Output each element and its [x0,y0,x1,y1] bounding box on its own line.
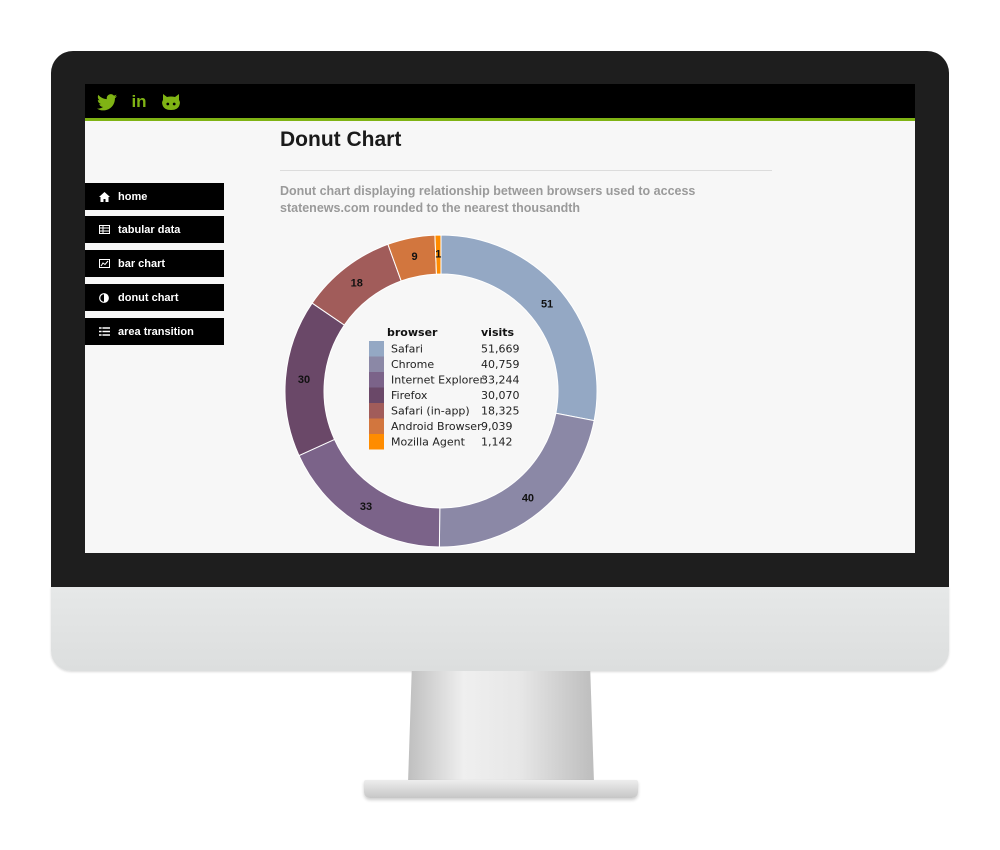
top-bar: in [85,84,915,121]
github-link[interactable] [160,91,182,113]
legend-header-browser: browser [387,326,438,339]
donut-slice[interactable] [434,234,442,275]
sidebar-item-tabular-data[interactable]: tabular data [85,216,224,243]
legend-visits-value: 51,669 [481,343,520,356]
legend-browser-name: Internet Explorer [391,374,484,387]
slice-value-label: 40 [522,493,534,505]
table-icon [98,224,110,236]
legend-swatch [369,341,384,357]
slice-value-label: 9 [412,251,418,263]
legend-visits-value: 18,325 [481,405,520,418]
slice-value-label: 18 [351,277,363,289]
slice-value-label: 51 [541,298,553,310]
list-icon [98,326,110,338]
legend-visits-value: 30,070 [481,389,520,402]
legend-swatch [369,418,384,434]
github-octocat-icon [162,94,180,110]
legend-browser-name: Firefox [391,389,428,402]
donut-slice[interactable] [438,412,595,548]
screen: in home tabular data bar chart d [85,84,915,553]
legend-visits-value: 1,142 [481,436,513,449]
page-title: Donut Chart [280,128,402,151]
sidebar-item-donut-chart[interactable]: donut chart [85,284,224,311]
slice-value-label: 1 [435,249,441,261]
donut-slice-labels: 51 40 33 30 18 9 1 [298,249,553,514]
sidebar-item-bar-chart[interactable]: bar chart [85,250,224,277]
legend-swatch [369,434,384,450]
donut-chart: 51 40 33 30 18 9 1 browser visits Safari 51,669 Ch… [284,234,598,548]
monitor-chin [51,587,949,671]
sidebar-item-label: donut chart [118,291,179,304]
legend-swatch [369,356,384,372]
twitter-bird-icon [97,93,117,110]
monitor-stand [408,671,594,783]
slice-value-label: 33 [360,501,372,513]
legend-browser-name: Safari [391,343,423,356]
legend-visits-value: 9,039 [481,420,513,433]
sidebar-item-home[interactable]: home [85,183,224,210]
legend-browser-name: Android Browser [391,420,482,433]
legend-header-visits: visits [481,326,515,339]
monitor-stand-base [364,780,638,798]
legend-swatch [369,387,384,403]
sidebar-item-label: area transition [118,325,194,338]
legend-swatch [369,372,384,388]
slice-value-label: 30 [298,374,310,386]
linkedin-icon: in [131,92,147,111]
sidebar-item-area-transition[interactable]: area transition [85,318,224,345]
bar-chart-icon [98,258,110,270]
linkedin-link[interactable]: in [128,91,150,113]
home-icon [98,191,110,203]
title-divider [280,170,772,171]
half-circle-icon [98,292,110,304]
legend-visits-value: 33,244 [481,374,520,387]
sidebar-item-label: bar chart [118,257,166,270]
legend-visits-value: 40,759 [481,358,520,371]
legend-swatch [369,403,384,419]
donut-slice[interactable] [284,302,346,457]
page-subtitle: Donut chart displaying relationship betw… [280,184,696,215]
sidebar-item-label: home [118,190,148,203]
donut-legend: browser visits Safari 51,669 Chrome 40,759 Int… [369,326,520,450]
sidebar-item-label: tabular data [118,223,181,236]
legend-browser-name: Chrome [391,358,434,371]
donut-slices [284,234,598,548]
legend-browser-name: Mozilla Agent [391,436,466,449]
twitter-link[interactable] [96,91,118,113]
legend-browser-name: Safari (in-app) [391,405,470,418]
donut-slice[interactable] [298,438,441,548]
